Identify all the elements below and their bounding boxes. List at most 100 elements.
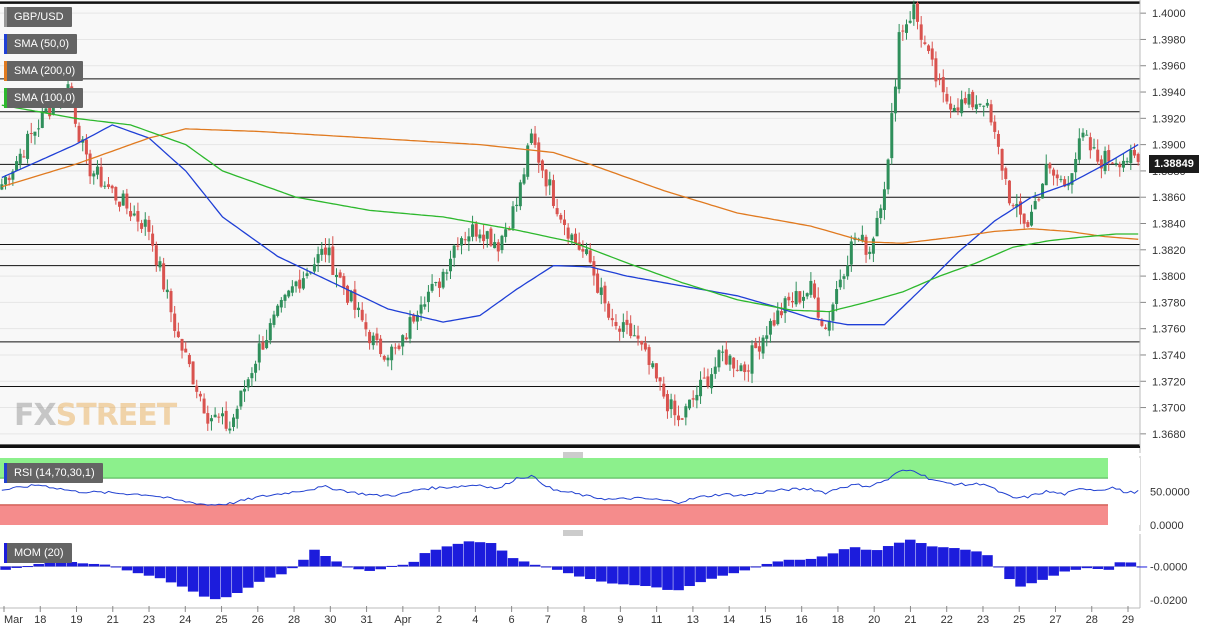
candle-body (507, 229, 511, 231)
candle-body (699, 379, 703, 397)
candle-body (787, 296, 791, 301)
mom-bar (927, 546, 938, 567)
candle-body (37, 128, 41, 130)
mom-bar (794, 559, 806, 567)
candle-body (1015, 203, 1019, 208)
candle-body (346, 285, 350, 303)
mom-bar (419, 553, 431, 567)
candle-body (813, 283, 817, 298)
mom-bar (838, 549, 850, 567)
candle-body (15, 161, 19, 171)
candle-body (662, 383, 666, 397)
time-axis-label: 2 (436, 614, 442, 626)
time-axis-label: 7 (545, 614, 551, 626)
price-axis-tick: 1.3900 (1152, 140, 1186, 152)
candle-body (364, 322, 368, 330)
time-axis-label: 16 (796, 614, 808, 626)
mom-bar (706, 566, 717, 579)
mom-bar (33, 563, 44, 567)
candle-body (809, 280, 813, 295)
time-axis-label: 14 (723, 614, 735, 626)
mom-bar (551, 566, 563, 570)
candle-body (669, 399, 673, 410)
mom-bar (971, 551, 982, 567)
candle-body (26, 133, 30, 159)
candle-body (456, 245, 460, 247)
rsi-axis-tick: 50.0000 (1150, 487, 1190, 499)
mom-bar (916, 543, 927, 567)
mom-bar (232, 566, 243, 593)
candle-body (632, 335, 636, 337)
candle-body (426, 291, 430, 302)
candle-body (757, 346, 761, 352)
candle-body (702, 377, 706, 379)
candle-body (1107, 150, 1111, 162)
time-axis-label: 24 (179, 614, 191, 626)
candle-body (904, 24, 908, 33)
candle-body (533, 133, 537, 145)
mom-bar (607, 566, 618, 584)
symbol-label[interactable]: GBP/USD (4, 7, 72, 27)
candle-body (268, 323, 272, 341)
candle-body (73, 103, 77, 124)
candle-body (1096, 149, 1100, 162)
candle-body (441, 271, 445, 288)
rsi-legend[interactable]: RSI (14,70,30,1) (4, 463, 103, 483)
candle-body (772, 320, 776, 326)
candle-body (695, 394, 699, 401)
candle-body (279, 299, 283, 308)
candle-body (423, 304, 427, 307)
candle-body (118, 201, 122, 207)
candle-body (816, 297, 820, 318)
candle-body (607, 303, 611, 318)
time-axis-label: 21 (904, 614, 916, 626)
mom-bar (1103, 566, 1115, 570)
candle-body (368, 331, 372, 344)
mom-bar (430, 549, 442, 567)
mom-bar (574, 566, 585, 577)
candle-body (1048, 163, 1052, 169)
candle-body (77, 125, 81, 143)
candle-body (7, 177, 11, 181)
candle-body (570, 234, 574, 240)
mom-bar (375, 566, 386, 570)
sma200-legend[interactable]: SMA (200,0) (4, 61, 84, 81)
candle-body (165, 289, 169, 293)
candle-body (33, 131, 37, 136)
sma100-legend[interactable]: SMA (100,0) (4, 88, 84, 108)
candle-body (706, 376, 710, 387)
candle-body (121, 193, 125, 206)
candle-body (1063, 179, 1067, 187)
price-axis-tick: 1.3740 (1152, 350, 1186, 362)
candle-body (629, 323, 633, 336)
mom-bar (121, 566, 133, 571)
candle-body (213, 414, 217, 418)
candle-body (581, 249, 585, 252)
candle-body (710, 374, 714, 389)
mom-bar (287, 566, 298, 569)
candle-body (191, 361, 195, 385)
candle-body (334, 274, 338, 278)
mom-bar (772, 561, 784, 567)
time-axis-label: 15 (759, 614, 771, 626)
candle-body (982, 105, 986, 107)
candle-body (860, 234, 864, 242)
candle-body (551, 180, 555, 206)
candle-body (1059, 179, 1063, 181)
mom-bar (739, 566, 751, 571)
time-axis-label: 26 (252, 614, 264, 626)
mom-bar (11, 566, 22, 568)
candle-body (886, 159, 890, 190)
candle-body (198, 393, 202, 397)
candle-body (320, 248, 324, 255)
mom-bar (518, 561, 530, 567)
mom-bar (353, 566, 364, 570)
candle-body (776, 310, 780, 325)
time-axis-label: 23 (977, 614, 989, 626)
mom-legend[interactable]: MOM (20) (4, 543, 72, 563)
mom-bar (1125, 562, 1137, 567)
candle-body (140, 223, 144, 229)
candle-body (489, 228, 493, 246)
sma50-legend[interactable]: SMA (50,0) (4, 34, 78, 54)
time-axis-label: 9 (617, 614, 623, 626)
